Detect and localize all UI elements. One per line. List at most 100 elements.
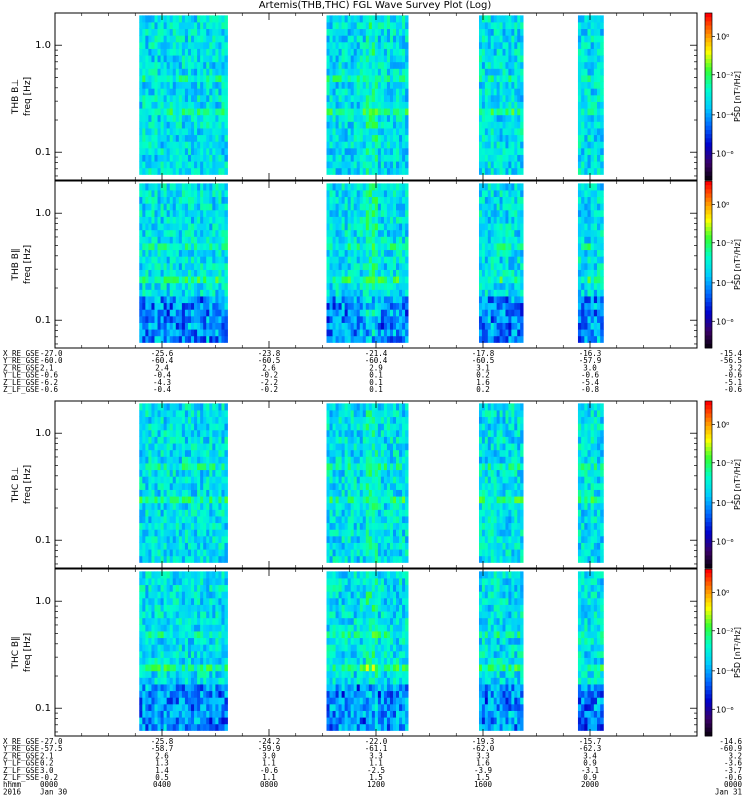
spectrogram-cell xyxy=(184,542,189,550)
spectrogram-cell xyxy=(197,309,201,317)
spectrogram-cell xyxy=(597,88,601,96)
spectrogram-cell xyxy=(218,289,222,297)
spectrogram-cell xyxy=(508,28,512,36)
colorbar-segment xyxy=(705,67,712,72)
spectrogram-cell xyxy=(329,555,333,563)
spectrogram-cell xyxy=(154,41,158,49)
colorbar-segment xyxy=(705,138,712,143)
spectrogram-cell xyxy=(221,128,225,136)
spectrogram-cell xyxy=(203,329,207,337)
spectrogram-cell xyxy=(389,108,394,116)
spectrogram-cell xyxy=(329,322,333,330)
spectrogram-cell xyxy=(520,335,524,343)
spectrogram-cell xyxy=(224,249,228,257)
spectrogram-cell xyxy=(329,147,333,155)
spectrogram-cell xyxy=(187,94,192,102)
spectrogram-cell xyxy=(377,335,382,343)
spectrogram-cell xyxy=(200,555,204,563)
spectrogram-cell xyxy=(587,161,592,169)
spectrogram-cell xyxy=(517,94,521,102)
spectrogram-cell xyxy=(206,496,210,504)
spectrogram-cell xyxy=(166,276,171,284)
spectrogram-cell xyxy=(359,322,364,330)
spectrogram-cell xyxy=(154,516,158,524)
spectrogram-cell xyxy=(402,88,406,96)
spectrogram-cell xyxy=(157,128,161,136)
spectrogram-cell xyxy=(326,542,330,550)
spectrogram-cell xyxy=(209,509,213,517)
spectrogram-cell xyxy=(203,516,207,524)
spectrogram-cell xyxy=(383,94,388,102)
spectrogram-cell xyxy=(341,203,346,211)
spectrogram-cell xyxy=(584,114,588,122)
spectrogram-cell xyxy=(181,94,186,102)
spectrogram-cell xyxy=(181,476,186,484)
spectrogram-cell xyxy=(154,436,158,444)
spectrogram-cell xyxy=(368,522,373,530)
spectrogram-cell xyxy=(517,302,521,310)
spectrogram-cell xyxy=(335,329,339,337)
spectrogram-cell xyxy=(329,141,333,149)
spectrogram-cell xyxy=(365,529,370,537)
spectrogram-cell xyxy=(200,22,204,30)
spectrogram-cell xyxy=(371,502,376,510)
spectrogram-cell xyxy=(581,289,585,297)
spectrogram-cell xyxy=(362,190,367,198)
spectrogram-cell xyxy=(194,476,198,484)
spectrogram-cell xyxy=(215,249,219,257)
spectrogram-cell xyxy=(184,108,189,116)
spectrogram-cell xyxy=(197,114,201,122)
spectrogram-cell xyxy=(405,509,409,517)
spectrogram-cell xyxy=(151,456,155,464)
spectrogram-cell xyxy=(374,128,379,136)
spectrogram-cell xyxy=(160,128,165,136)
spectrogram-cell xyxy=(169,229,174,237)
spectrogram-cell xyxy=(399,315,403,323)
spectrogram-cell xyxy=(338,167,343,175)
spectrogram-cell xyxy=(396,315,400,323)
spectrogram-cell xyxy=(517,236,521,244)
spectrogram-cell xyxy=(172,482,177,490)
spectrogram-cell xyxy=(139,315,143,323)
spectrogram-cell xyxy=(154,322,158,330)
spectrogram-cell xyxy=(178,529,183,537)
spectrogram-cell xyxy=(496,55,500,63)
spectrogram-cell xyxy=(203,555,207,563)
spectrogram-cell xyxy=(490,269,495,277)
spectrogram-cell xyxy=(326,509,330,517)
colorbar-segment xyxy=(705,281,712,286)
spectrogram-cell xyxy=(194,94,198,102)
spectrogram-cell xyxy=(184,463,189,471)
spectrogram-cell xyxy=(224,482,228,490)
spectrogram-cell xyxy=(181,128,186,136)
spectrogram-cell xyxy=(371,48,376,56)
spectrogram-cell xyxy=(187,410,192,418)
spectrogram-cell xyxy=(341,549,346,557)
spectrogram-cell xyxy=(396,249,400,257)
spectrogram-cell xyxy=(206,35,210,43)
spectrogram-cell xyxy=(508,322,512,330)
spectrogram-cell xyxy=(332,75,336,83)
spectrogram-cell xyxy=(502,203,506,211)
spectrogram-cell xyxy=(191,456,195,464)
spectrogram-cell xyxy=(399,41,403,49)
spectrogram-cell xyxy=(163,121,168,129)
spectrogram-cell xyxy=(481,223,486,231)
spectrogram-cell xyxy=(139,134,143,142)
spectrogram-cell xyxy=(142,154,146,162)
spectrogram-cell xyxy=(511,28,515,36)
spectrogram-cell xyxy=(218,68,222,76)
spectrogram-cell xyxy=(581,167,585,175)
colorbar-segment xyxy=(705,201,712,207)
spectrogram-cell xyxy=(405,269,409,277)
spectrogram-cell xyxy=(194,329,198,337)
spectrogram-cell xyxy=(356,302,361,310)
spectrogram-cell xyxy=(356,154,361,162)
spectrogram-cell xyxy=(517,22,521,30)
colorbar-segment xyxy=(705,25,712,31)
spectrogram-cell xyxy=(178,262,183,270)
spectrogram-cell xyxy=(392,141,397,149)
spectrogram-cell xyxy=(600,216,604,224)
spectrogram-cell xyxy=(169,516,174,524)
spectrogram-cell xyxy=(496,309,500,317)
